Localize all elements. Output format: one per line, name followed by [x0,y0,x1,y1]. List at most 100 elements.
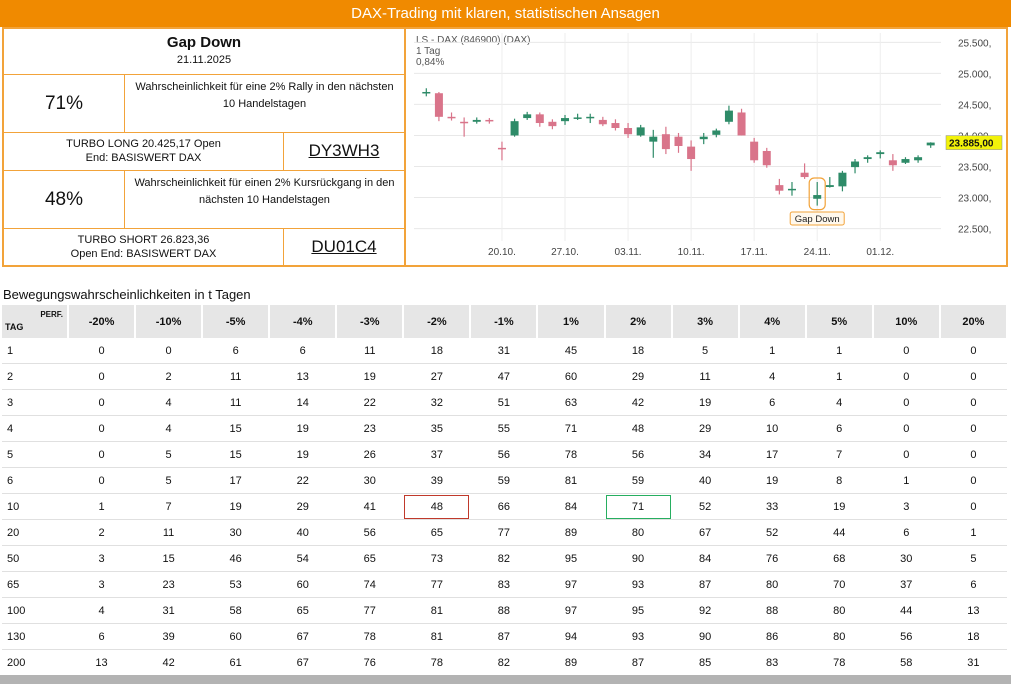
table-cell: 93 [604,571,672,598]
gap-down-label: Gap Down [795,214,840,225]
table-cell: 7 [805,441,873,468]
candlestick-chart: LS - DAX (846900) (DAX) 1 Tag 0,84% 25.5… [414,33,1003,258]
table-cell: 78 [336,623,404,650]
candle-body [750,141,759,161]
table-cell: 30 [202,519,270,546]
table-cell: 22 [336,389,404,416]
table-cell: 45 [537,338,605,364]
candle-body [661,134,670,150]
candle-body [787,188,796,191]
table-cell: 78 [805,649,873,676]
table-cell: 83 [738,649,806,676]
row-tag: 100 [2,597,68,624]
table-cell: 18 [604,338,672,364]
table-cell: 37 [872,571,940,598]
table-cell: 37 [403,441,471,468]
table-cell: 3 [872,493,940,520]
column-header: -5% [202,305,271,338]
last-price-label: 23.885,00 [949,139,994,150]
long-product-link[interactable]: DY3WH3 [308,141,380,160]
table-cell: 19 [805,493,873,520]
y-tick-label: 22.500, [958,225,991,236]
table-cell: 22 [269,467,337,494]
row-tag: 200 [2,649,68,676]
table-cell: 71 [537,415,605,442]
page-banner: DAX-Trading mit klaren, statistischen An… [0,0,1011,27]
table-cell: 97 [537,571,605,598]
candle-body [535,114,544,124]
table-cell: 46 [202,545,270,572]
table-cell: 67 [269,649,337,676]
table-cell: 82 [470,545,538,572]
table-cell: 67 [269,623,337,650]
candle-body [573,117,582,119]
candle-body [624,127,633,135]
column-header: -3% [336,305,405,338]
candle-body [447,116,456,119]
table-cell: 2 [135,363,203,390]
table-cell: 30 [336,467,404,494]
table-cell: 59 [470,467,538,494]
table-cell: 18 [403,338,471,364]
table-cell: 44 [872,597,940,624]
setup-panel: Gap Down 21.11.2025 71% Wahrscheinlichke… [2,27,406,267]
candle-body [813,195,822,199]
table-cell: 74 [336,571,404,598]
highlight-cell-short: 48 [403,493,471,520]
table-cell: 83 [470,571,538,598]
y-tick-label: 25.000, [958,69,991,80]
table-cell: 80 [805,597,873,624]
table-cell: 95 [604,597,672,624]
table-cell: 0 [939,363,1007,390]
gap-down-label-box [789,211,845,226]
table-cell: 61 [202,649,270,676]
table-cell: 0 [872,338,940,364]
table-cell: 0 [68,415,136,442]
table-row: 100 4 31 58 65 77 81 88 97 95 92 88 80 44 13 [2,597,1007,624]
table-row: 5 0 5 15 19 26 37 56 78 56 34 17 7 0 0 [2,441,1007,468]
table-cell: 85 [671,649,739,676]
table-cell: 0 [68,389,136,416]
table-cell: 87 [470,623,538,650]
table-cell: 26 [336,441,404,468]
long-description: Wahrscheinlichkeit für eine 2% Rally in … [125,75,404,133]
table-cell: 88 [470,597,538,624]
table-cell: 0 [939,441,1007,468]
chart-change: 0,84% [416,57,444,68]
table-cell: 33 [738,493,806,520]
x-tick-label: 27.10. [551,247,579,258]
table-cell: 13 [269,363,337,390]
short-product-link[interactable]: DU01C4 [311,237,377,256]
table-cell: 0 [68,467,136,494]
table-cell: 5 [939,545,1007,572]
row-tag: 65 [2,571,68,598]
table-cell: 11 [336,338,404,364]
table-cell: 23 [336,415,404,442]
table-cell: 84 [537,493,605,520]
table-row: 6 0 5 17 22 30 39 59 81 59 40 19 8 1 0 [2,467,1007,494]
gap-down-highlight [808,177,826,211]
table-cell: 19 [269,415,337,442]
table-cell: 0 [68,363,136,390]
table-cell: 81 [403,623,471,650]
table-cell: 0 [939,389,1007,416]
candle-body [586,116,595,119]
row-tag: 5 [2,441,68,468]
candle-body [548,121,557,127]
table-cell: 4 [135,415,203,442]
table-cell: 39 [135,623,203,650]
short-probability: 48% [4,171,125,229]
column-header: -20% [68,305,137,338]
table-cell: 90 [671,623,739,650]
setup-header: Gap Down 21.11.2025 [4,29,404,75]
table-cell: 58 [872,649,940,676]
table-cell: 4 [738,363,806,390]
table-cell: 0 [939,467,1007,494]
table-cell: 78 [537,441,605,468]
table-cell: 86 [738,623,806,650]
table-cell: 0 [135,338,203,364]
table-cell: 0 [872,363,940,390]
probability-table: TAG PERF. -20% -10% -5% -4% -3% -2% -1% 1% 2% 3% 4… [2,305,1009,676]
column-header: 1% [537,305,606,338]
table-cell: 30 [872,545,940,572]
